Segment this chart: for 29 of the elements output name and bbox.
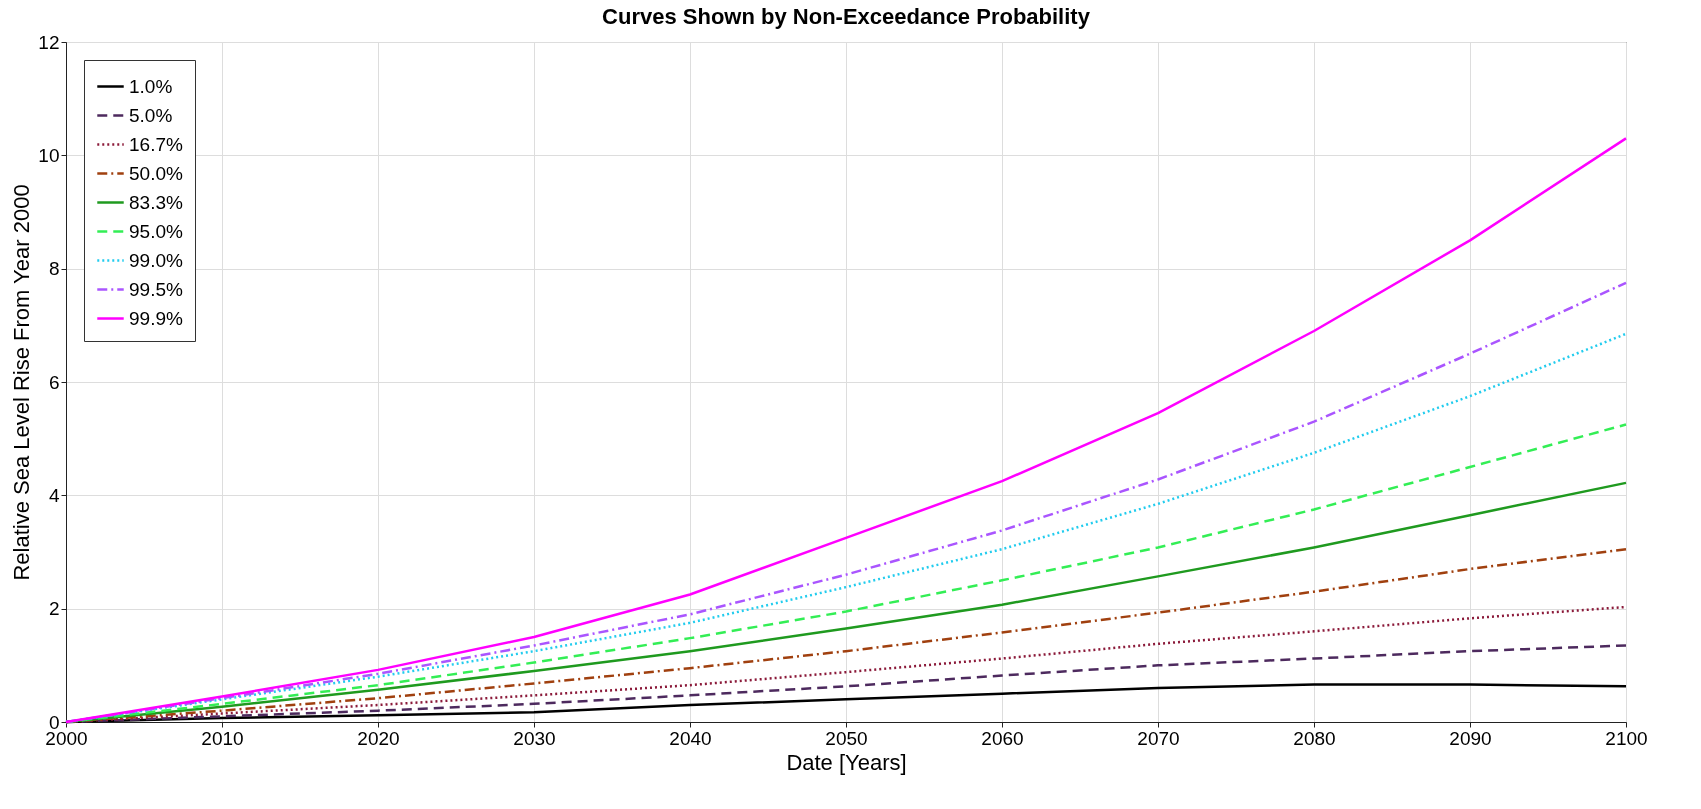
y-tick-label: 12 [38, 31, 60, 53]
x-tick-label: 2040 [669, 727, 712, 749]
y-tick-label: 0 [48, 711, 60, 733]
legend-label: 99.5% [129, 278, 183, 300]
x-tick-label: 2010 [201, 727, 244, 749]
x-tick-label: 2090 [1449, 727, 1492, 749]
y-tick-label: 2 [48, 598, 60, 620]
y-axis-title: Relative Sea Level Rise From Year 2000 [9, 184, 35, 581]
legend-label: 99.9% [129, 307, 183, 329]
y-tick-label: 6 [48, 371, 60, 393]
x-tick-label: 2070 [1137, 727, 1180, 749]
x-tick-label: 2050 [825, 727, 868, 749]
chart-title: Curves Shown by Non-Exceedance Probability [602, 4, 1091, 29]
y-tick-label: 10 [38, 144, 60, 166]
x-tick-label: 2020 [357, 727, 400, 749]
x-tick-label: 2030 [513, 727, 556, 749]
y-tick-label: 4 [48, 484, 60, 506]
x-axis-title: Date [Years] [786, 749, 907, 775]
x-tick-label: 2060 [981, 727, 1024, 749]
legend-label: 83.3% [129, 191, 183, 213]
legend-label: 1.0% [129, 75, 173, 97]
legend-label: 99.0% [129, 249, 183, 271]
legend-label: 95.0% [129, 220, 183, 242]
legend-label: 50.0% [129, 162, 183, 184]
legend-label: 5.0% [129, 104, 173, 126]
x-tick-label: 2100 [1605, 727, 1648, 749]
y-tick-label: 8 [48, 258, 60, 280]
legend-label: 16.7% [129, 133, 183, 155]
x-tick-label: 2080 [1293, 727, 1336, 749]
